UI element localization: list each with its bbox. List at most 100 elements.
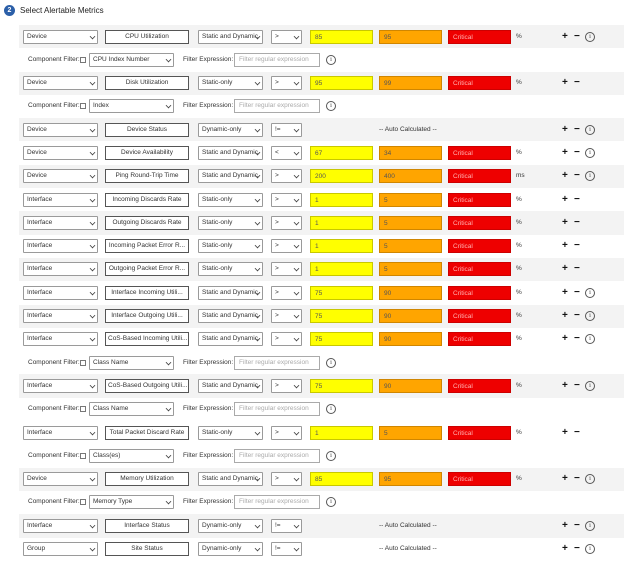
major-threshold-input[interactable]: 95 [379,29,442,44]
info-icon[interactable]: i [585,147,595,158]
metric-name-button[interactable]: Ping Round-Trip Time [105,169,189,184]
operator-select[interactable]: > [271,192,302,207]
info-icon[interactable]: i [585,474,595,485]
critical-threshold-input[interactable]: Critical [448,472,511,487]
metric-name-button[interactable]: Incoming Packet Error R... [105,239,189,254]
major-threshold-input[interactable]: 90 [379,309,442,324]
mode-select[interactable]: Static-only [198,76,263,91]
remove-row-icon[interactable]: − [574,473,580,485]
remove-row-icon[interactable]: − [574,379,580,391]
critical-threshold-input[interactable]: Critical [448,309,511,324]
critical-threshold-input[interactable]: Critical [448,76,511,91]
add-row-icon[interactable]: + [562,146,568,158]
scope-select[interactable]: Device [23,76,98,91]
metric-name-button[interactable]: CPU Utilization [105,29,189,44]
metric-name-button[interactable]: Incoming Discards Rate [105,192,189,207]
mode-select[interactable]: Static and Dynamic [198,285,263,300]
warning-threshold-input[interactable]: 1 [310,262,373,277]
remove-row-icon[interactable]: − [574,193,580,205]
operator-select[interactable]: != [271,542,302,557]
mode-select[interactable]: Static and Dynamic [198,29,263,44]
critical-threshold-input[interactable]: Critical [448,332,511,347]
remove-row-icon[interactable]: − [574,240,580,252]
component-filter-checkbox[interactable] [80,56,86,63]
operator-select[interactable]: > [271,425,302,440]
operator-select[interactable]: != [271,122,302,137]
metric-name-button[interactable]: Outgoing Discards Rate [105,215,189,230]
info-icon[interactable]: i [326,101,336,112]
add-row-icon[interactable]: + [562,543,568,555]
metric-name-button[interactable]: Interface Status [105,518,189,533]
info-icon[interactable]: i [585,380,595,391]
major-threshold-input[interactable]: 90 [379,378,442,393]
metric-name-button[interactable]: Total Packet Discard Rate [105,425,189,440]
operator-select[interactable]: > [271,472,302,487]
mode-select[interactable]: Static-only [198,425,263,440]
add-row-icon[interactable]: + [562,310,568,322]
filter-expression-input[interactable]: Filter regular expression [234,495,320,510]
component-filter-checkbox[interactable] [80,499,86,506]
operator-select[interactable]: > [271,239,302,254]
add-row-icon[interactable]: + [562,123,568,135]
scope-select[interactable]: Interface [23,239,98,254]
info-icon[interactable]: i [585,171,595,182]
operator-select[interactable]: > [271,262,302,277]
info-icon[interactable]: i [585,520,595,531]
major-threshold-input[interactable]: 5 [379,239,442,254]
info-icon[interactable]: i [585,311,595,322]
info-icon[interactable]: i [585,31,595,42]
remove-row-icon[interactable]: − [574,146,580,158]
metric-name-button[interactable]: Device Availability [105,145,189,160]
remove-row-icon[interactable]: − [574,286,580,298]
major-threshold-input[interactable]: 34 [379,145,442,160]
metric-name-button[interactable]: Memory Utilization [105,472,189,487]
critical-threshold-input[interactable]: Critical [448,425,511,440]
mode-select[interactable]: Static and Dynamic [198,472,263,487]
operator-select[interactable]: > [271,309,302,324]
scope-select[interactable]: Interface [23,332,98,347]
mode-select[interactable]: Static-only [198,262,263,277]
critical-threshold-input[interactable]: Critical [448,378,511,393]
add-row-icon[interactable]: + [562,473,568,485]
mode-select[interactable]: Static and Dynamic [198,145,263,160]
mode-select[interactable]: Static and Dynamic [198,332,263,347]
major-threshold-input[interactable]: 90 [379,332,442,347]
remove-row-icon[interactable]: − [574,30,580,42]
operator-select[interactable]: > [271,285,302,300]
operator-select[interactable]: > [271,76,302,91]
warning-threshold-input[interactable]: 75 [310,285,373,300]
warning-threshold-input[interactable]: 1 [310,425,373,440]
add-row-icon[interactable]: + [562,193,568,205]
add-row-icon[interactable]: + [562,263,568,275]
add-row-icon[interactable]: + [562,30,568,42]
add-row-icon[interactable]: + [562,170,568,182]
warning-threshold-input[interactable]: 75 [310,309,373,324]
add-row-icon[interactable]: + [562,333,568,345]
metric-name-button[interactable]: Site Status [105,542,189,557]
filter-expression-input[interactable]: Filter regular expression [234,402,320,417]
remove-row-icon[interactable]: − [574,333,580,345]
remove-row-icon[interactable]: − [574,310,580,322]
operator-select[interactable]: > [271,29,302,44]
metric-name-button[interactable]: Outgoing Packet Error R... [105,262,189,277]
scope-select[interactable]: Interface [23,192,98,207]
remove-row-icon[interactable]: − [574,543,580,555]
component-filter-checkbox[interactable] [80,452,86,459]
component-select[interactable]: Class Name [89,402,174,417]
filter-expression-input[interactable]: Filter regular expression [234,52,320,67]
major-threshold-input[interactable]: 5 [379,192,442,207]
remove-row-icon[interactable]: − [574,426,580,438]
warning-threshold-input[interactable]: 95 [310,76,373,91]
critical-threshold-input[interactable]: Critical [448,239,511,254]
mode-select[interactable]: Static-only [198,215,263,230]
scope-select[interactable]: Interface [23,425,98,440]
mode-select[interactable]: Dynamic-only [198,518,263,533]
remove-row-icon[interactable]: − [574,263,580,275]
scope-select[interactable]: Interface [23,215,98,230]
mode-select[interactable]: Static-only [198,192,263,207]
mode-select[interactable]: Dynamic-only [198,542,263,557]
warning-threshold-input[interactable]: 67 [310,145,373,160]
info-icon[interactable]: i [585,544,595,555]
add-row-icon[interactable]: + [562,77,568,89]
scope-select[interactable]: Group [23,542,98,557]
